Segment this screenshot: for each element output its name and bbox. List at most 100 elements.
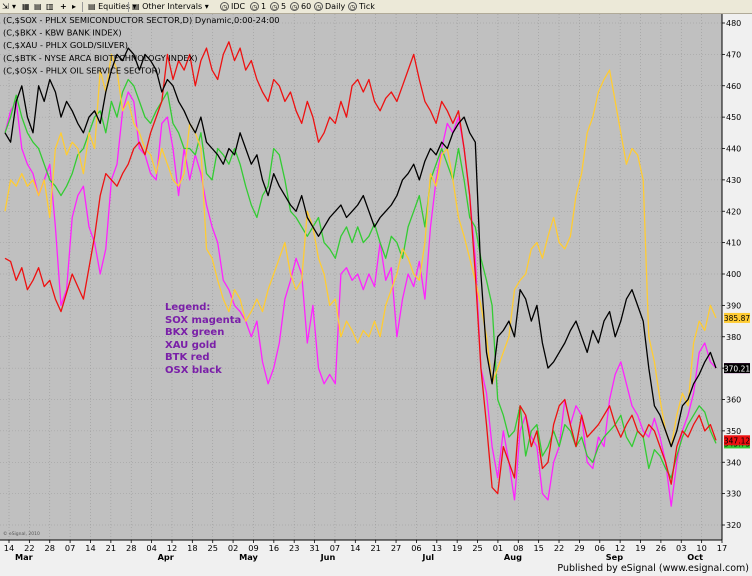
toolbar-grid-icon[interactable]: ▤: [34, 2, 42, 11]
legend-item-btk: BTK red: [165, 352, 210, 364]
x-month-label: Jun: [320, 552, 336, 562]
series-group: [4, 41, 717, 507]
x-tick-label: 18: [187, 543, 197, 553]
toolbar-intervals-button[interactable]: ▤ Other Intervals ▾: [132, 2, 209, 11]
x-tick-label: 14: [85, 543, 95, 553]
y-tick-label: 470: [726, 50, 741, 59]
chart-title-line: (C,$SOX - PHLX SEMICONDUCTOR SECTOR,D) D…: [3, 15, 280, 25]
toolbar-idc-button[interactable]: ◷ IDC: [220, 2, 246, 11]
x-tick-label: 06: [411, 543, 421, 553]
chart-title: (C,$SOX - PHLX SEMICONDUCTOR SECTOR,D) D…: [3, 15, 280, 75]
x-tick-label: 10: [696, 543, 706, 553]
x-tick-label: 29: [574, 543, 584, 553]
legend-item-sox: SOX magenta: [165, 314, 242, 326]
x-tick-label: 28: [45, 543, 55, 553]
y-tick-label: 320: [726, 521, 741, 530]
toolbar-menu-icon[interactable]: ▾: [12, 2, 17, 11]
clock-icon: ◷: [270, 2, 279, 11]
clock-icon: ◷: [220, 2, 229, 11]
x-tick-label: 14: [4, 543, 14, 553]
chart-legend: Legend: SOX magenta BKX green XAU gold B…: [165, 302, 241, 378]
legend-item-xau: XAU gold: [165, 339, 217, 351]
toolbar-arrow-icon[interactable]: ▸: [72, 2, 77, 11]
x-tick-label: 19: [635, 543, 645, 553]
end-label-osx: 370.21: [724, 364, 750, 373]
end-label-box-osx: [724, 363, 750, 374]
legend-item-bkx: BKX green: [165, 327, 225, 339]
x-tick-label: 27: [391, 543, 401, 553]
x-tick-label: 21: [370, 543, 380, 553]
x-tick-label: 08: [513, 543, 523, 553]
x-tick-label: 22: [24, 543, 34, 553]
x-month-label: May: [239, 552, 258, 562]
x-tick-label: 04: [146, 543, 156, 553]
x-tick-label: 02: [228, 543, 238, 553]
end-label-box-btk: [724, 435, 750, 446]
y-tick-label: 480: [726, 19, 741, 28]
chart-title-line: (C,$BKX - KBW BANK INDEX): [3, 28, 122, 38]
toolbar-link-icon[interactable]: ⇲: [2, 2, 9, 11]
x-tick-label: 15: [533, 543, 543, 553]
y-tick-label: 380: [726, 333, 741, 342]
toolbar-5-button[interactable]: ◷ 5: [270, 2, 287, 11]
x-tick-label: 12: [167, 543, 177, 553]
x-tick-label: 06: [595, 543, 605, 553]
chart-title-line: (C,$BTK - NYSE ARCA BIOTECHNOLOGY INDEX): [3, 53, 198, 63]
legend-title: Legend:: [165, 302, 211, 313]
x-month-label: Apr: [158, 552, 175, 562]
x-tick-label: 07: [65, 543, 75, 553]
x-month-label: Jul: [421, 552, 434, 562]
y-tick-label: 340: [726, 458, 741, 467]
x-tick-label: 07: [330, 543, 340, 553]
clock-icon: ◷: [290, 2, 299, 11]
end-label-btk: 347.12: [724, 436, 750, 445]
series-line-sox: [4, 91, 717, 507]
y-tick-label: 350: [726, 427, 741, 436]
toolbar-60-button[interactable]: ◷ 60: [290, 2, 312, 11]
y-tick-label: 420: [726, 207, 741, 216]
series-line-bkx: [4, 78, 717, 479]
x-month-label: Oct: [687, 552, 703, 562]
y-tick-label: 360: [726, 396, 741, 405]
footer-text: Published by eSignal (www.esignal.com): [557, 563, 749, 574]
x-tick-label: 22: [554, 543, 564, 553]
y-tick-label: 450: [726, 113, 741, 122]
footer: Published by eSignal (www.esignal.com): [0, 562, 752, 576]
watermark: © eSignal, 2010: [3, 530, 40, 537]
toolbar-chart-icon[interactable]: ▥: [46, 2, 54, 11]
series-line-btk: [4, 41, 717, 495]
toolbar-layout-icon[interactable]: ▦: [22, 2, 30, 11]
toolbar-equities-button[interactable]: ▤ Equities ▾: [88, 2, 137, 11]
y-tick-label: 330: [726, 490, 741, 499]
series-line-xau: [4, 53, 717, 448]
list-icon: ▤: [132, 2, 140, 11]
chart-area: (C,$SOX - PHLX SEMICONDUCTOR SECTOR,D) D…: [0, 14, 752, 562]
x-tick-label: 14: [350, 543, 360, 553]
chart-title-line: (C,$XAU - PHLX GOLD/SILVER): [3, 40, 128, 50]
x-tick-label: 31: [309, 543, 319, 553]
series-line-osx: [4, 47, 717, 448]
y-tick-label: 430: [726, 176, 741, 185]
x-tick-label: 26: [656, 543, 666, 553]
end-label-box-xau: [724, 312, 750, 323]
x-tick-label: 21: [106, 543, 116, 553]
x-tick-label: 25: [208, 543, 218, 553]
toolbar-1-button[interactable]: ◷ 1: [250, 2, 267, 11]
end-label-xau: 385.87: [724, 314, 750, 323]
chart-title-line: (C,$OSX - PHLX OIL SERVICE SECTOR): [3, 65, 161, 75]
toolbar-daily-button[interactable]: ◷ Daily: [314, 2, 346, 11]
y-tick-label: 400: [726, 270, 741, 279]
x-tick-label: 01: [493, 543, 503, 553]
toolbar: ⇲ ▾ ▦ ▤ ▥ + ▸ ▤ Equities ▾ ▤ Other Inter…: [0, 0, 752, 14]
clock-icon: ◷: [348, 2, 357, 11]
legend-item-osx: OSX black: [165, 364, 222, 376]
y-axis: 3203303403503603703803904004104204304404…: [722, 19, 741, 530]
clock-icon: ◷: [314, 2, 323, 11]
x-month-label: Aug: [504, 552, 522, 562]
x-tick-label: 09: [248, 543, 258, 553]
toolbar-tick-button[interactable]: ◷ Tick: [348, 2, 375, 11]
toolbar-add-icon[interactable]: +: [60, 2, 67, 11]
clock-icon: ◷: [250, 2, 259, 11]
x-tick-label: 25: [472, 543, 482, 553]
x-tick-label: 03: [676, 543, 686, 553]
